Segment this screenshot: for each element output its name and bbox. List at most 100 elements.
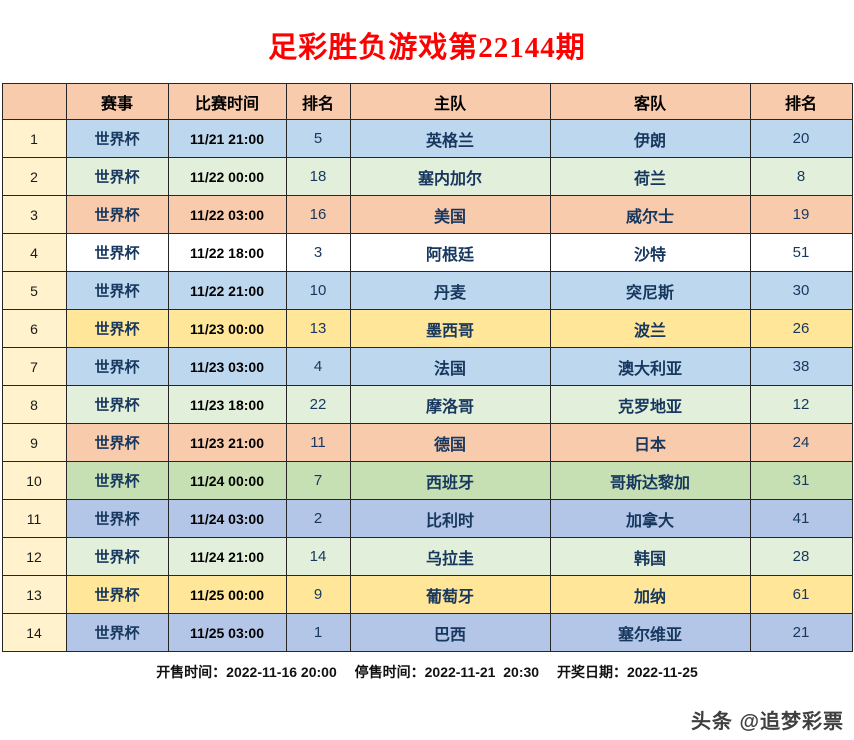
home-team-cell: 法国 xyxy=(349,347,551,386)
row-index: 12 xyxy=(1,537,67,576)
away-rank-cell: 21 xyxy=(749,613,853,652)
row-index: 8 xyxy=(1,385,67,424)
away-team-cell: 塞尔维亚 xyxy=(549,613,751,652)
home-rank-cell: 11 xyxy=(285,423,351,462)
watermark: 头条 @追梦彩票 xyxy=(690,711,844,733)
header-time: 比赛时间 xyxy=(167,83,287,120)
away-rank-cell: 20 xyxy=(749,119,853,158)
away-rank-cell: 61 xyxy=(749,575,853,614)
home-rank-cell: 2 xyxy=(285,499,351,538)
page-title: 足彩胜负游戏第22144期 xyxy=(268,32,586,64)
time-cell: 11/22 00:00 xyxy=(167,157,287,196)
away-team-cell: 威尔士 xyxy=(549,195,751,234)
table-row: 9 世界杯 11/23 21:00 11 德国 日本 24 xyxy=(1,423,853,462)
away-team-cell: 突尼斯 xyxy=(549,271,751,310)
league-cell: 世界杯 xyxy=(65,233,169,272)
row-index: 3 xyxy=(1,195,67,234)
time-cell: 11/24 03:00 xyxy=(167,499,287,538)
home-team-cell: 丹麦 xyxy=(349,271,551,310)
match-table-body: 1 世界杯 11/21 21:00 5 英格兰 伊朗 20 2 世界杯 11/22 00:00 18… xyxy=(1,119,853,652)
time-cell: 11/24 21:00 xyxy=(167,537,287,576)
home-team-cell: 摩洛哥 xyxy=(349,385,551,424)
league-cell: 世界杯 xyxy=(65,385,169,424)
time-cell: 11/23 00:00 xyxy=(167,309,287,348)
home-team-cell: 塞内加尔 xyxy=(349,157,551,196)
league-cell: 世界杯 xyxy=(65,461,169,500)
away-team-cell: 日本 xyxy=(549,423,751,462)
time-cell: 11/23 03:00 xyxy=(167,347,287,386)
time-cell: 11/24 00:00 xyxy=(167,461,287,500)
table-row: 11 世界杯 11/24 03:00 2 比利时 加拿大 41 xyxy=(1,499,853,538)
time-cell: 11/25 03:00 xyxy=(167,613,287,652)
header-away-rank: 排名 xyxy=(749,83,853,120)
home-team-cell: 德国 xyxy=(349,423,551,462)
row-index: 13 xyxy=(1,575,67,614)
league-cell: 世界杯 xyxy=(65,157,169,196)
home-team-cell: 英格兰 xyxy=(349,119,551,158)
away-team-cell: 韩国 xyxy=(549,537,751,576)
header-home-team: 主队 xyxy=(349,83,551,120)
row-index: 9 xyxy=(1,423,67,462)
home-rank-cell: 22 xyxy=(285,385,351,424)
away-rank-cell: 30 xyxy=(749,271,853,310)
away-team-cell: 沙特 xyxy=(549,233,751,272)
home-team-cell: 墨西哥 xyxy=(349,309,551,348)
table-row: 2 世界杯 11/22 00:00 18 塞内加尔 荷兰 8 xyxy=(1,157,853,196)
draw-date: 开奖日期：2022-11-25 xyxy=(556,664,698,680)
league-cell: 世界杯 xyxy=(65,613,169,652)
table-row: 6 世界杯 11/23 00:00 13 墨西哥 波兰 26 xyxy=(1,309,853,348)
away-team-cell: 克罗地亚 xyxy=(549,385,751,424)
league-cell: 世界杯 xyxy=(65,271,169,310)
sale-stop-time: 停售时间：2022-11-21 20:30 xyxy=(354,664,540,680)
league-cell: 世界杯 xyxy=(65,347,169,386)
table-row: 5 世界杯 11/22 21:00 10 丹麦 突尼斯 30 xyxy=(1,271,853,310)
league-cell: 世界杯 xyxy=(65,119,169,158)
away-rank-cell: 12 xyxy=(749,385,853,424)
away-team-cell: 加拿大 xyxy=(549,499,751,538)
table-row: 10 世界杯 11/24 00:00 7 西班牙 哥斯达黎加 31 xyxy=(1,461,853,500)
home-rank-cell: 13 xyxy=(285,309,351,348)
away-team-cell: 澳大利亚 xyxy=(549,347,751,386)
away-rank-cell: 19 xyxy=(749,195,853,234)
league-cell: 世界杯 xyxy=(65,537,169,576)
away-rank-cell: 38 xyxy=(749,347,853,386)
time-cell: 11/23 18:00 xyxy=(167,385,287,424)
header-home-rank: 排名 xyxy=(285,83,351,120)
row-index: 14 xyxy=(1,613,67,652)
time-cell: 11/22 03:00 xyxy=(167,195,287,234)
away-rank-cell: 31 xyxy=(749,461,853,500)
home-rank-cell: 5 xyxy=(285,119,351,158)
table-row: 1 世界杯 11/21 21:00 5 英格兰 伊朗 20 xyxy=(1,119,853,158)
row-index: 4 xyxy=(1,233,67,272)
home-team-cell: 比利时 xyxy=(349,499,551,538)
away-rank-cell: 41 xyxy=(749,499,853,538)
home-rank-cell: 1 xyxy=(285,613,351,652)
table-row: 12 世界杯 11/24 21:00 14 乌拉圭 韩国 28 xyxy=(1,537,853,576)
row-index: 11 xyxy=(1,499,67,538)
home-team-cell: 阿根廷 xyxy=(349,233,551,272)
time-cell: 11/21 21:00 xyxy=(167,119,287,158)
home-team-cell: 葡萄牙 xyxy=(349,575,551,614)
away-team-cell: 加纳 xyxy=(549,575,751,614)
row-index: 6 xyxy=(1,309,67,348)
away-team-cell: 波兰 xyxy=(549,309,751,348)
row-index: 2 xyxy=(1,157,67,196)
home-team-cell: 乌拉圭 xyxy=(349,537,551,576)
footer: 开售时间：2022-11-16 20:00 停售时间：2022-11-21 20… xyxy=(0,662,854,682)
away-team-cell: 伊朗 xyxy=(549,119,751,158)
row-index: 7 xyxy=(1,347,67,386)
home-rank-cell: 18 xyxy=(285,157,351,196)
home-rank-cell: 4 xyxy=(285,347,351,386)
home-rank-cell: 9 xyxy=(285,575,351,614)
home-rank-cell: 7 xyxy=(285,461,351,500)
header-away-team: 客队 xyxy=(549,83,751,120)
league-cell: 世界杯 xyxy=(65,423,169,462)
table-row: 14 世界杯 11/25 03:00 1 巴西 塞尔维亚 21 xyxy=(1,613,853,652)
away-rank-cell: 26 xyxy=(749,309,853,348)
table-row: 8 世界杯 11/23 18:00 22 摩洛哥 克罗地亚 12 xyxy=(1,385,853,424)
row-index: 1 xyxy=(1,119,67,158)
time-cell: 11/22 21:00 xyxy=(167,271,287,310)
row-index: 10 xyxy=(1,461,67,500)
header-row: 赛事 比赛时间 排名 主队 客队 排名 xyxy=(1,83,853,120)
sale-start-time: 开售时间：2022-11-16 20:00 xyxy=(156,664,337,680)
